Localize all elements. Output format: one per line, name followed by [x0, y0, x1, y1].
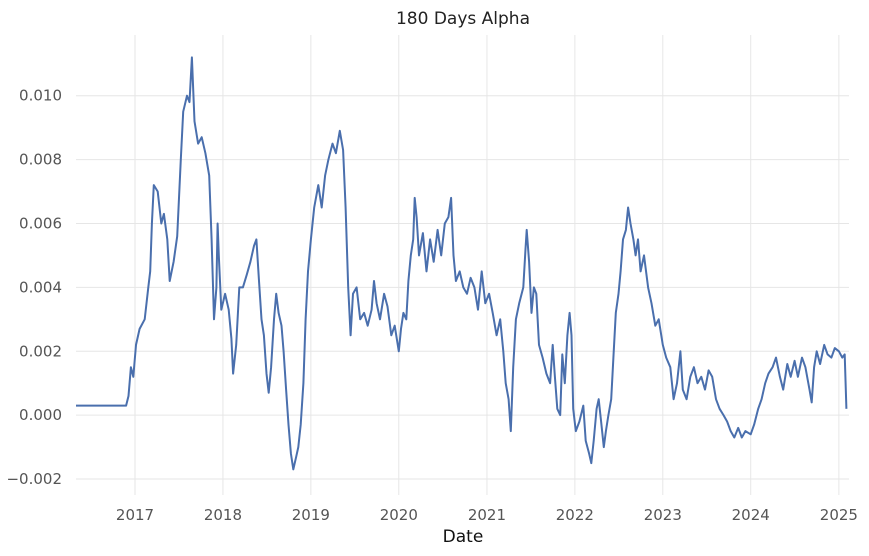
- alpha-series-line: [76, 56, 848, 471]
- x-tick-label: 2023: [644, 506, 682, 524]
- x-tick-label: 2021: [468, 506, 506, 524]
- y-tick-label: −0.002: [6, 470, 62, 488]
- y-tick-label: 0.004: [19, 278, 62, 296]
- x-tick-labels: 2017 2018 2019 2020 2021 2022 2023 2024 2025: [116, 506, 858, 524]
- chart-title: 180 Days Alpha: [396, 9, 530, 29]
- x-axis-label: Date: [443, 527, 484, 547]
- x-tick-label: 2022: [556, 506, 594, 524]
- y-tick-label: 0.006: [19, 214, 62, 232]
- y-tick-labels: 0.010 0.008 0.006 0.004 0.002 0.000 −0.002: [6, 87, 62, 488]
- x-tick-label: 2019: [292, 506, 330, 524]
- x-tick-label: 2025: [820, 506, 858, 524]
- series-layer: [76, 56, 848, 471]
- x-tick-label: 2024: [732, 506, 770, 524]
- y-tick-label: 0.008: [19, 151, 62, 169]
- grid-lines: [76, 35, 849, 495]
- y-tick-label: 0.000: [19, 406, 62, 424]
- x-tick-label: 2020: [380, 506, 418, 524]
- x-tick-label: 2017: [116, 506, 154, 524]
- y-tick-label: 0.010: [19, 87, 62, 105]
- y-tick-label: 0.002: [19, 342, 62, 360]
- x-tick-label: 2018: [204, 506, 242, 524]
